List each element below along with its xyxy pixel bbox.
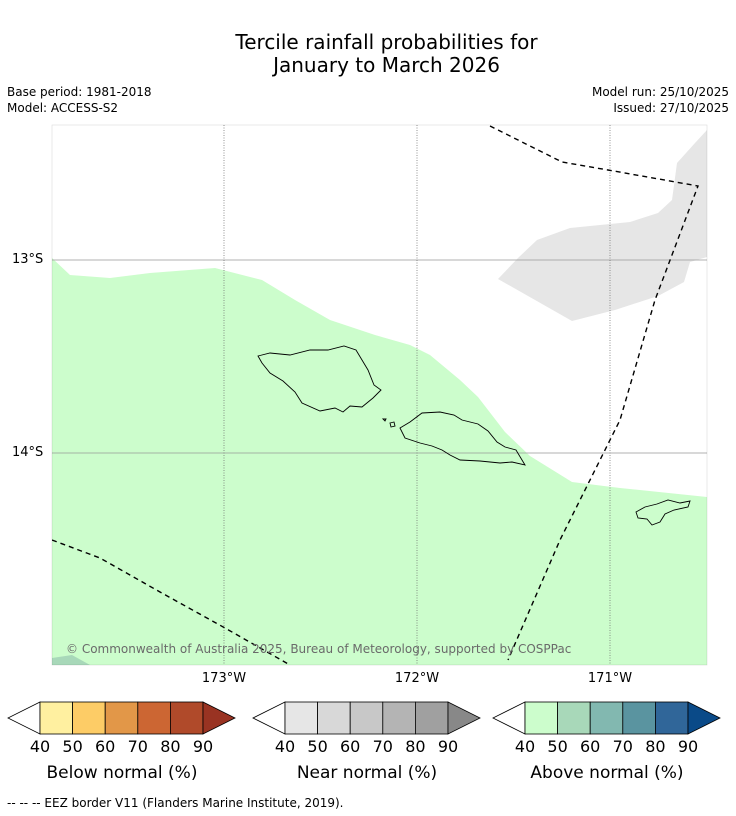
lat-label-14s: 14°S [12,445,44,460]
title-line-1: Tercile rainfall probabilities for [235,30,538,54]
legend-color-cell [349,701,384,735]
legend-tick: 60 [580,737,601,756]
legend-above-normal-title: Above normal (%) [530,763,684,783]
legend-tick: 90 [192,737,214,756]
islet [381,418,387,422]
legend-tick: 50 [547,737,568,756]
model-text: Model: ACCESS-S2 [7,101,119,115]
legend-tick: 70 [127,737,148,756]
legend-below-normal: 40 50 60 70 80 90 Below normal (%) [7,701,237,783]
legend-tick: 90 [677,737,699,756]
legend-above-normal: 40 50 60 70 80 90 Above normal (%) [492,701,722,783]
legend-tick: 70 [372,737,393,756]
page-title: Tercile rainfall probabilities for Janua… [0,31,736,77]
legend-color-cell [317,701,351,735]
legend-below-normal-bar [7,701,236,735]
legend-color-cell [524,701,558,735]
above-normal-50-60-region [52,655,90,665]
legend-near-normal-bar [252,701,481,735]
legend-color-cell [589,701,624,735]
legend-color-cell [284,701,318,735]
legend-color-cell [169,701,204,735]
meta-right: Model run: 25/10/2025 Issued: 27/10/2025 [592,84,729,116]
legend-tick: 80 [160,737,181,756]
title-line-2: January to March 2026 [273,53,500,77]
eez-border-east [489,125,699,661]
legend-tick: 40 [274,737,296,756]
legend-color-cell [414,701,449,735]
savaii-island [257,345,382,413]
legend-tick: 50 [307,737,328,756]
eez-footnote: -- -- -- EEZ border V11 (Flanders Marine… [7,796,344,810]
copyright-text: © Commonwealth of Australia 2025, Bureau… [66,642,572,656]
legend-above-normal-bar [492,701,721,735]
legend-tick: 60 [95,737,116,756]
upolu-island [399,411,526,466]
eez-border-south [52,539,291,665]
tutuila-island [635,499,691,526]
legend-near-normal: 40 50 60 70 80 90 Near normal (%) [252,701,482,783]
legend-tick: 60 [340,737,361,756]
legend-tick: 90 [437,737,459,756]
legend-color-cell [382,701,416,735]
model-run-text: Model run: 25/10/2025 [591,85,729,99]
legend-color-cell [137,701,171,735]
legend-color-cell [557,701,591,735]
legend-tick: 70 [612,737,633,756]
lon-label-171w: 171°W [587,671,633,686]
legend-tick: 50 [62,737,83,756]
legend-below-normal-title: Below normal (%) [46,763,198,783]
map-canvas [51,124,708,666]
map-frame [51,124,708,666]
legend-tick: 80 [645,737,666,756]
islet [389,421,396,428]
legend-above-normal-min-arrow [492,701,526,735]
legend-color-cell [104,701,139,735]
legend-near-normal-max-arrow [447,701,481,735]
base-period-text: Base period: 1981-2018 [7,85,152,99]
legend-near-normal-min-arrow [252,701,286,735]
legend-below-normal-max-arrow [202,701,236,735]
legend-tick: 40 [514,737,536,756]
lat-label-13s: 13°S [12,252,44,267]
legend-tick: 40 [29,737,51,756]
legend-tick: 80 [405,737,426,756]
legend-above-normal-max-arrow [687,701,721,735]
legend-color-cell [654,701,689,735]
legend-below-normal-min-arrow [7,701,41,735]
above-normal-40-50-region [52,258,707,665]
lon-label-172w: 172°W [394,671,440,686]
issued-text: Issued: 27/10/2025 [613,101,729,115]
meta-left: Base period: 1981-2018 Model: ACCESS-S2 [7,84,152,116]
legend-near-normal-title: Near normal (%) [296,763,438,783]
legend-color-cell [72,701,106,735]
near-normal-40-50-region [498,130,707,321]
lon-label-173w: 173°W [201,671,247,686]
legend-color-cell [39,701,73,735]
legend-color-cell [622,701,656,735]
